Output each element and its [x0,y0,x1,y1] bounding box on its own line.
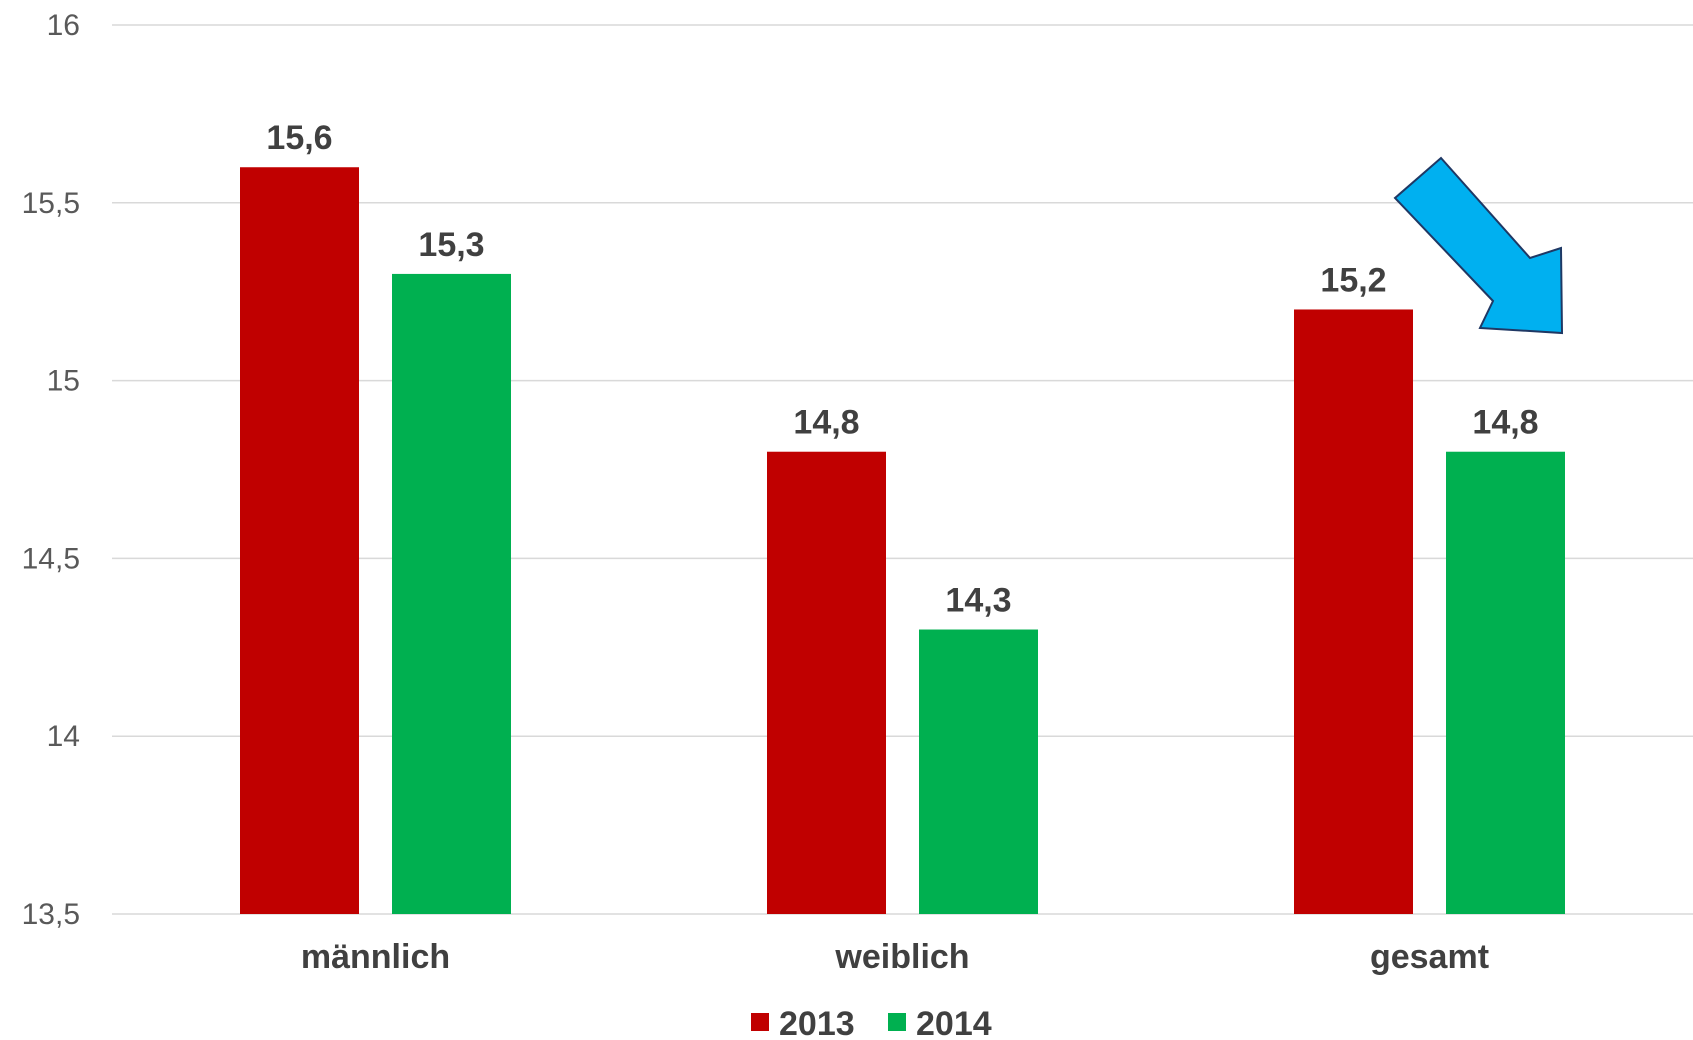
data-label: 14,3 [945,582,1011,620]
legend-swatch-2013 [751,1013,769,1031]
y-tick-label: 14 [47,720,80,753]
y-axis: 13,5 14 14,5 15 15,5 16 [22,9,80,931]
data-label: 14,8 [1472,404,1538,442]
bar-2013-gesamt [1294,309,1413,915]
y-tick-label: 14,5 [22,542,80,575]
data-label: 15,3 [418,226,484,264]
data-labels: 15,6 15,3 14,8 14,3 15,2 14,8 [266,119,1538,619]
bar-2014-weiblich [919,629,1038,914]
legend-label: 2014 [916,1005,992,1040]
bars [240,167,1565,915]
y-tick-label: 16 [47,9,80,42]
x-category-label: gesamt [1370,938,1489,976]
data-label: 15,2 [1320,261,1386,299]
gridlines [112,24,1693,915]
legend-label: 2013 [779,1005,855,1040]
y-tick-label: 15 [47,365,80,398]
x-category-label: männlich [301,938,450,976]
y-tick-label: 15,5 [22,187,80,220]
data-label: 14,8 [793,404,859,442]
bar-2014-männlich [392,273,511,914]
x-category-label: weiblich [834,938,969,976]
annotation-arrow-group [1393,156,1564,335]
data-label: 15,6 [266,119,332,157]
y-tick-label: 13,5 [22,898,80,931]
legend-swatch-2014 [888,1013,906,1031]
bar-2013-weiblich [767,451,886,914]
bar-2014-gesamt [1446,451,1565,914]
down-right-arrow-icon [1393,156,1564,335]
bar-2013-männlich [240,167,359,915]
x-axis: männlich weiblich gesamt [301,938,1489,976]
legend: 2013 2014 [751,1005,992,1040]
